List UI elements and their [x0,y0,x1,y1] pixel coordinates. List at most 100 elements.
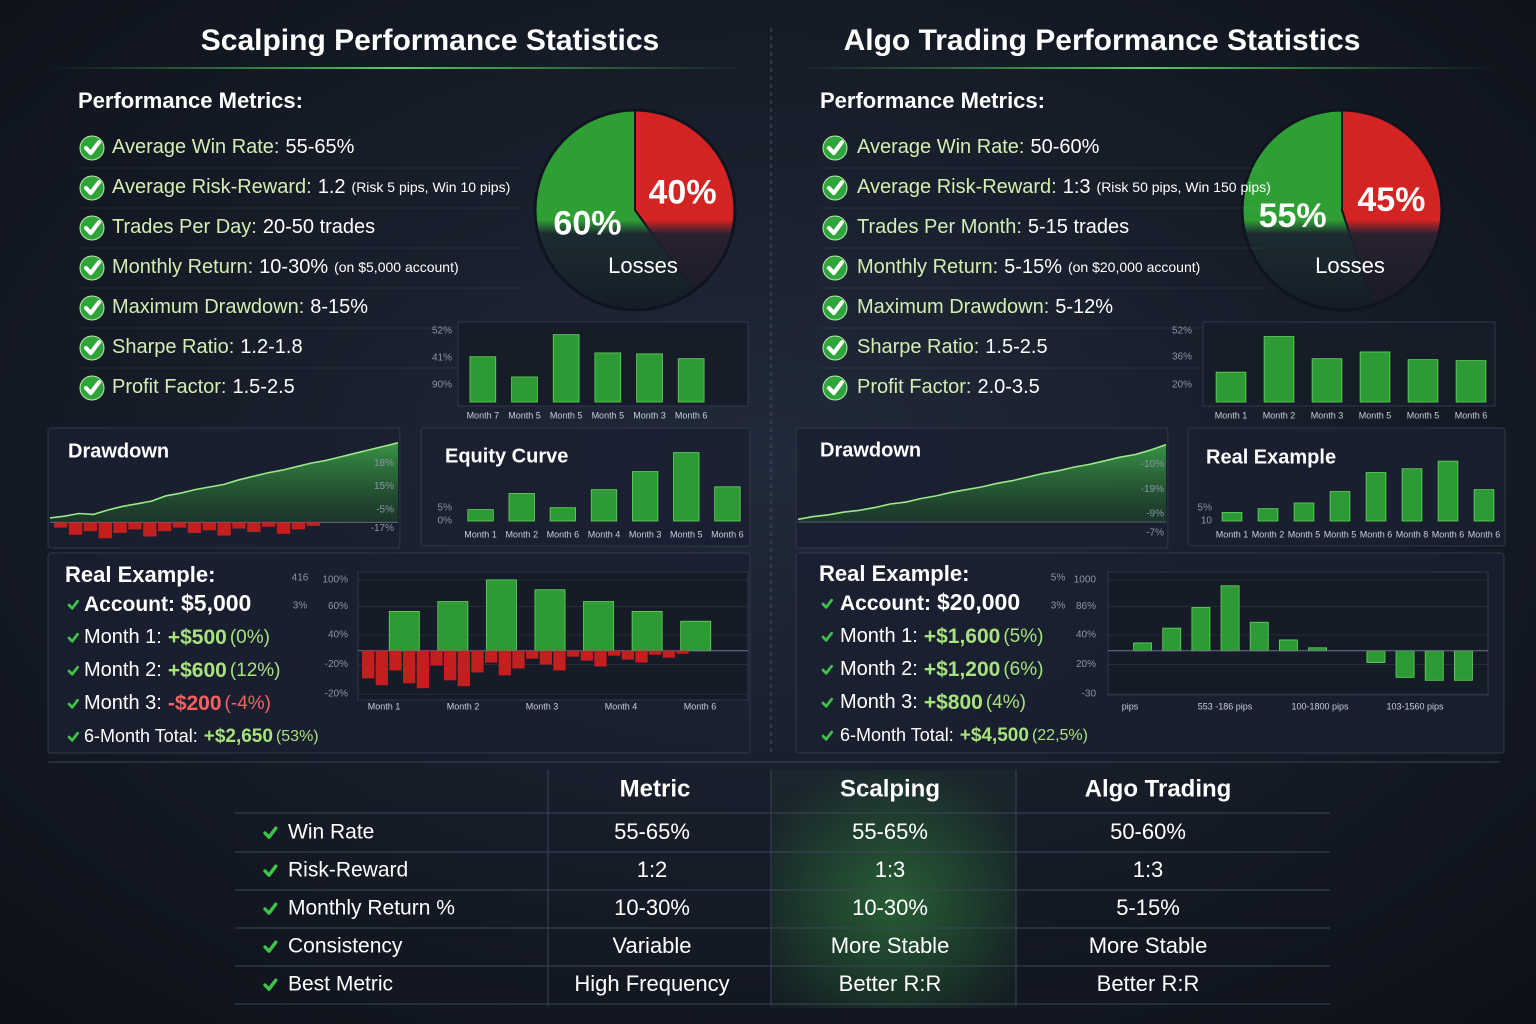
bar [549,507,577,522]
title-underline [795,67,1495,69]
bar [1359,351,1391,403]
y-tick-label: -7% [1146,527,1164,538]
loss-bar [68,522,83,535]
loss-bar [128,522,142,530]
y-tick-label: 40% [1076,630,1096,641]
metric-value: 10-30% [259,256,328,278]
metric: Trades Per Month: 5-15 trades [857,216,1129,238]
loss-bar [580,650,593,661]
example-label: Month 2: [840,658,918,680]
x-label: pips [1122,701,1139,711]
x-tick-label: Month 5 [1324,529,1357,539]
check-mark [67,731,79,742]
real-example-heading: Real Example: [65,562,215,587]
area-line [797,443,1167,521]
loss-bar [635,650,648,663]
loss-bar [217,522,231,536]
pie-label: 40% [649,174,717,212]
check-mark [263,940,278,953]
x-tick-label: Month 7 [467,410,500,420]
metric-value: 50-60% [1031,136,1100,158]
bar [673,452,700,522]
bar [1473,489,1495,522]
loss-bar [306,522,320,526]
bar [1366,650,1386,663]
pie-caption: Losses [1315,253,1385,278]
row-label: Risk-Reward [288,859,408,882]
loss-bar [247,522,261,533]
x-label: 553 -186 pips [1198,701,1253,711]
bar [636,353,663,403]
y-tick-label: -5% [376,505,394,516]
loss-bar [498,650,511,676]
panel-title: Drawdown [820,439,921,461]
y-tick-label: 15% [374,481,394,492]
x-tick-label: Month 1 [1215,410,1248,420]
bar [1263,336,1295,403]
example-amount: +$800 [924,691,983,714]
row-label: Monthly Return % [288,897,455,920]
bar [485,579,517,652]
table-header: Metric [620,775,691,802]
example-amount: +$500 [168,626,227,649]
check-mark [83,380,101,396]
bar [677,358,705,403]
check-mark [826,260,844,276]
check-mark [263,864,278,877]
bar [680,620,712,652]
metric-value: 5-12% [1055,296,1113,318]
loss-bar [291,522,306,530]
y-tick-label: -19% [1141,484,1164,495]
metric-value: 20-50 trades [263,216,375,238]
loss-bar [553,650,566,671]
metric-value: 1.5-2.5 [232,376,294,398]
x-tick-label: Month 4 [588,529,621,539]
bar [1329,491,1351,522]
example-label: 6-Month Total: [840,725,954,745]
x-tick-label: Month 1 [1216,529,1249,539]
metric-value: 5-15 trades [1028,216,1129,238]
metric-label: Monthly Return: [112,256,253,278]
check-mark [821,697,833,708]
table-cell: 1:2 [637,857,668,882]
metric-value: 2.0-3.5 [977,376,1039,398]
metric: Monthly Return: 5-15% (on $20,000 account) [857,256,1200,278]
metric: Maximum Drawdown: 8-15% [112,296,368,318]
y-tick-label: 90% [432,379,452,390]
example-line: Month 3: +$800 (4%) [840,691,1026,714]
x-tick-label: Month 6 [711,529,744,539]
example-line: Month 1: +$1,600 (5%) [840,625,1043,648]
loss-bar [539,650,552,665]
metric-label: Average Risk-Reward: [112,176,312,198]
check-mark [826,140,844,156]
bar [1407,359,1439,403]
metric-label: Maximum Drawdown: [112,296,304,318]
y-tick-label: 40% [328,630,348,641]
check-mark [821,631,833,642]
table-cell: 1:3 [875,857,906,882]
example-label: Month 1: [840,625,918,647]
metric-note: (Risk 5 pips, Win 10 pips) [352,179,511,195]
bar [631,610,663,652]
x-tick-label: Month 6 [1432,529,1465,539]
y-tick-label: 18% [374,458,394,469]
example-amount: +$4,500 [960,725,1029,746]
check-mark [263,902,278,915]
loss-bar [202,522,216,531]
metric-label: Average Win Rate: [112,136,280,158]
metric-label: Sharpe Ratio: [857,336,979,358]
check-mark [821,598,833,609]
example-line: Month 3: -$200 (-4%) [84,692,271,715]
example-line: Month 1: +$500 (0%) [84,626,270,649]
bar [1221,512,1243,522]
example-pct: (0%) [230,627,270,648]
example-line: Account: $5,000 [84,590,251,616]
metric: Profit Factor: 1.5-2.5 [112,376,295,398]
metric-label: Profit Factor: [857,376,971,398]
loss-bar [172,522,187,528]
metric-value: 8-15% [310,296,368,318]
y-tick-label: 52% [1172,325,1192,336]
y-tick-label: 10 [1201,516,1213,527]
table-cell: Better R:R [839,971,942,996]
example-amount: +$2,650 [204,726,273,747]
